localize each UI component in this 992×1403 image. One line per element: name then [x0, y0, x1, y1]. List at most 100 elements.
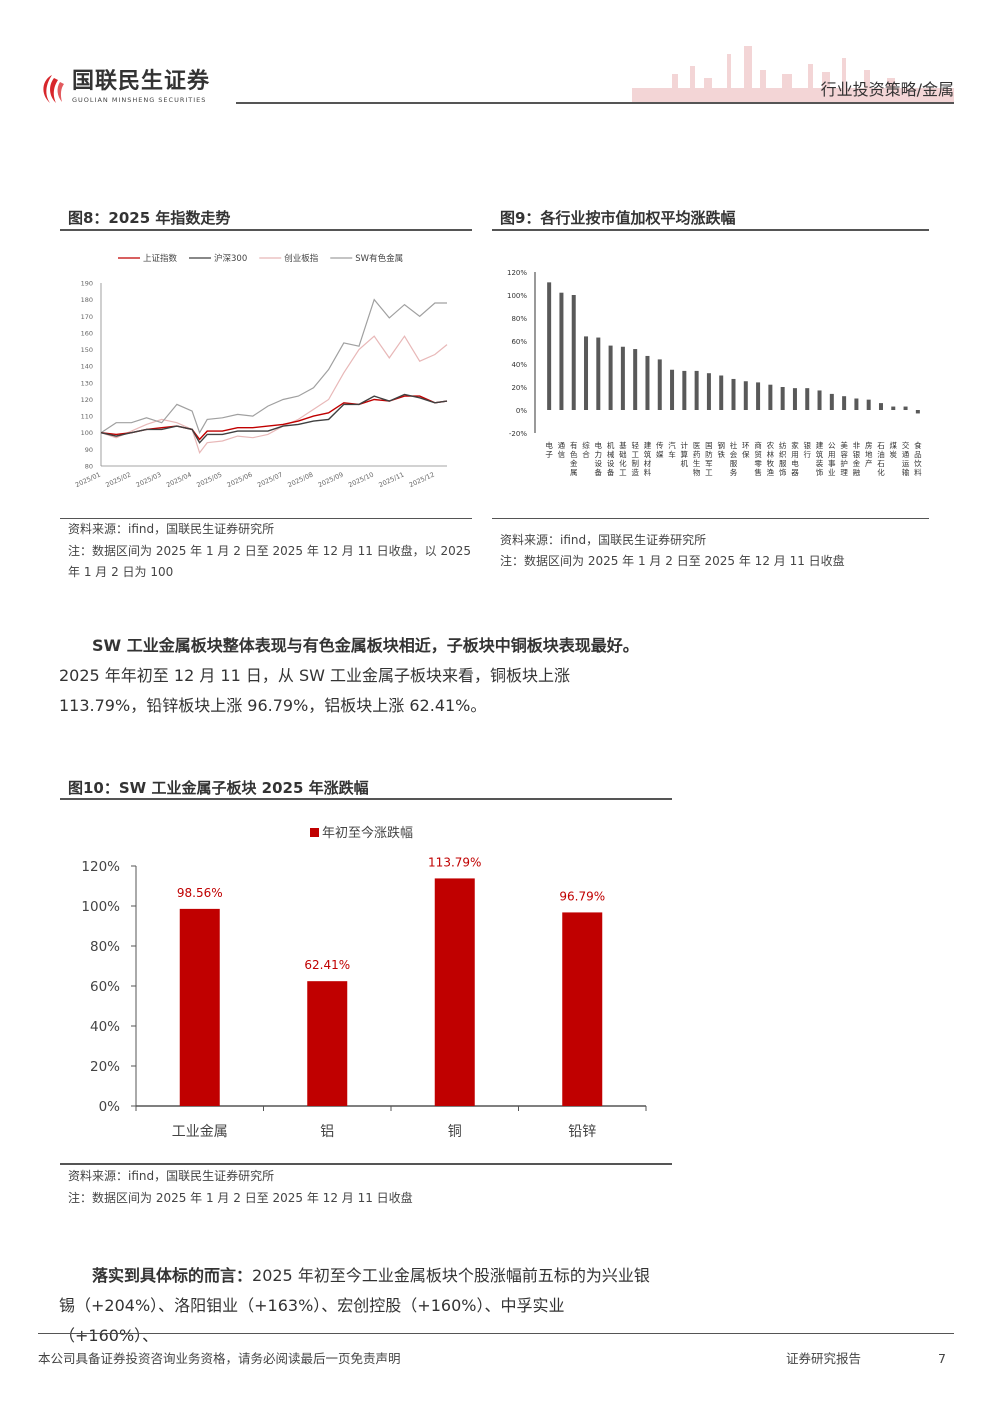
- data-label: 62.41%: [304, 958, 350, 972]
- series-line-3: [100, 298, 447, 435]
- y-tick-label: 60%: [90, 979, 120, 995]
- x-category-label: 机械设备: [607, 440, 615, 477]
- fig9-bottom-rule: [492, 518, 929, 519]
- legend-label-0: 上证指数: [143, 253, 178, 264]
- x-tick-label: 2025/11: [377, 471, 405, 490]
- fig9-bar-chart: -20% 0% 20% 40% 60% 80% 100% 120% 电子通信有色金属综合电力设备…: [507, 269, 922, 477]
- fig9-title-rule: [492, 229, 929, 231]
- logo-text: 国联民生证券: [72, 69, 211, 94]
- y-tick-label: 20%: [90, 1059, 120, 1075]
- x-category-label: 纺织服饰: [779, 440, 787, 477]
- y-tick-label: 170: [81, 313, 93, 321]
- x-category-label: 计算机: [681, 440, 689, 468]
- bar-社会服务: [731, 378, 736, 410]
- header-divider: [236, 102, 954, 104]
- y-tick-label: -20%: [509, 430, 527, 438]
- bar-汽车: [670, 369, 675, 410]
- x-category-label: 国防军工: [705, 441, 713, 477]
- fig10-title-rule: [60, 798, 672, 800]
- y-tick-label: 130: [81, 379, 93, 387]
- x-category-label: 美容护理: [840, 440, 848, 477]
- bar-建筑材料: [645, 355, 650, 410]
- x-category-label: 电力设备: [595, 440, 603, 477]
- bar-农林牧渔: [768, 384, 773, 410]
- x-category-label: 家用电器: [791, 440, 799, 477]
- x-category-label: 食品饮料: [914, 440, 922, 477]
- x-category-label: 工业金属: [172, 1124, 228, 1140]
- x-category-label: 煤炭: [890, 440, 898, 459]
- x-category-label: 铝: [320, 1124, 334, 1140]
- y-tick-label: 100%: [507, 292, 527, 300]
- fig9-source: 资料来源：ifind，国联民生证券研究所: [500, 533, 707, 547]
- x-tick-label: 2025/12: [408, 471, 436, 490]
- bar-石油石化: [878, 403, 883, 410]
- x-category-label: 银行: [803, 441, 811, 459]
- legend-label-2: 创业板指: [284, 253, 319, 264]
- fig8-note: 注：数据区间为 2025 年 1 月 2 日至 2025 年 12 月 11 日…: [68, 544, 472, 579]
- y-tick-label: 120%: [81, 859, 120, 875]
- x-category-label: 综合: [582, 440, 590, 459]
- x-category-label: 有色金属: [570, 440, 578, 477]
- fig10-bottom-rule: [60, 1163, 672, 1165]
- fig9-note: 注：数据区间为 2025 年 1 月 2 日至 2025 年 12 月 11 日…: [500, 554, 845, 568]
- fig8-line-chart: 上证指数 沪深300 创业板指 SW有色金属 80 90 100 110 120 130 140 15…: [74, 253, 448, 490]
- paragraph-summary-body: 2025 年年初至 12 月 11 日，从 SW 工业金属子板块来看，铜板块上涨…: [59, 666, 571, 715]
- legend-label: 年初至今涨跌幅: [322, 825, 413, 841]
- x-category-label: 社会服务: [730, 440, 738, 477]
- bar-有色金属: [571, 295, 576, 410]
- bar-家用电器: [792, 388, 797, 410]
- bar-电力设备: [596, 337, 601, 410]
- x-tick-label: 2025/06: [226, 471, 254, 490]
- bar-公用事业: [829, 393, 834, 410]
- bar-纺织服饰: [780, 387, 785, 410]
- x-tick-label: 2025/07: [256, 471, 284, 490]
- y-tick-label: 110: [81, 413, 93, 421]
- x-category-label: 钢铁: [717, 440, 725, 459]
- fig10-bar-chart: 年初至今涨跌幅 0% 20% 40% 60% 80% 100% 120% 98.56% 工业金属 6…: [81, 825, 647, 1140]
- x-category-label: 交通运输: [902, 440, 910, 477]
- x-category-label: 通信: [558, 440, 566, 459]
- bar-食品饮料: [915, 410, 920, 414]
- bar-计算机: [682, 370, 687, 410]
- x-category-label: 建筑装饰: [816, 440, 824, 477]
- fig8-source: 资料来源：ifind，国联民生证券研究所: [68, 522, 275, 536]
- bar-钢铁: [719, 375, 724, 410]
- logo-subtext: GUOLIAN MINSHENG SECURITIES: [72, 96, 207, 104]
- y-tick-label: 40%: [90, 1019, 120, 1035]
- y-tick-label: 0%: [516, 407, 527, 415]
- bar-国防军工: [706, 373, 711, 410]
- bar-通信: [559, 292, 564, 410]
- x-tick-label: 2025/02: [104, 471, 132, 490]
- series-line-2: [100, 335, 448, 454]
- paragraph-summary-lead: SW 工业金属板块整体表现与有色金属板块相近，子板块中铜板块表现最好。: [92, 636, 639, 655]
- bar-传媒: [657, 359, 662, 410]
- x-tick-label: 2025/10: [347, 471, 375, 490]
- y-tick-label: 0%: [99, 1099, 121, 1115]
- x-category-label: 医药生物: [693, 441, 701, 477]
- bar-机械设备: [608, 345, 613, 410]
- series-line-1: [100, 393, 448, 444]
- x-tick-label: 2025/05: [195, 471, 223, 490]
- y-tick-label: 160: [81, 329, 93, 337]
- bar-电子: [547, 282, 552, 410]
- x-category-label: 石油石化: [877, 441, 885, 477]
- bar-建筑装饰: [817, 390, 822, 410]
- footer-report-type: 证券研究报告: [786, 1351, 862, 1366]
- x-tick-label: 2025/03: [135, 471, 163, 490]
- paragraph-top-stocks-body: 2025 年初至今工业金属板块个股涨幅前五标的为兴业银锡（+204%）、洛阳钼业…: [59, 1266, 650, 1345]
- x-tick-label: 2025/08: [286, 471, 314, 490]
- fig8-title: 图8：2025 年指数走势: [68, 209, 231, 227]
- skyline-decoration: [632, 46, 954, 102]
- x-category-label: 传媒: [656, 440, 664, 459]
- paragraph-summary: SW 工业金属板块整体表现与有色金属板块相近，子板块中铜板块表现最好。 2025 …: [59, 631, 659, 721]
- y-tick-label: 20%: [511, 384, 527, 392]
- bar-交通运输: [903, 406, 908, 410]
- bar-环保: [743, 381, 748, 410]
- logo-icon: [43, 75, 64, 103]
- bar-医药生物: [694, 370, 699, 410]
- data-label: 96.79%: [559, 889, 605, 903]
- x-category-label: 轻工制造: [631, 440, 639, 477]
- fig9-title: 图9：各行业按市值加权平均涨跌幅: [500, 209, 736, 227]
- bar-银行: [805, 388, 810, 410]
- y-tick-label: 180: [81, 296, 93, 304]
